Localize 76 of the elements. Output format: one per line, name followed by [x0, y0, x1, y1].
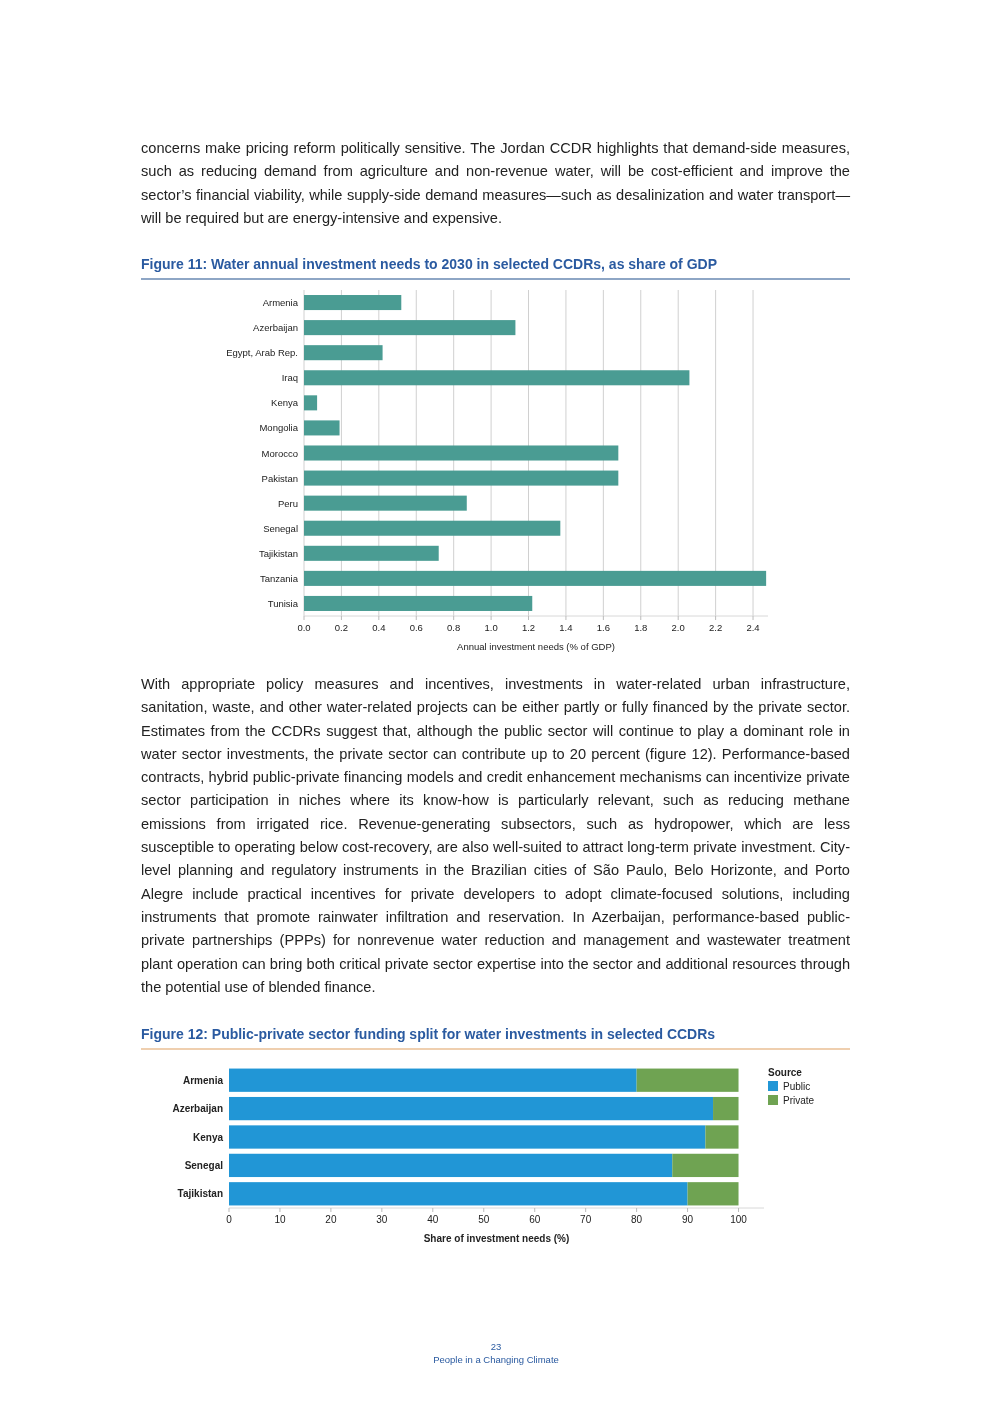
y-tick-label: Tajikistan: [177, 1188, 223, 1200]
bar: [304, 395, 318, 411]
x-tick-label: 70: [580, 1214, 592, 1225]
x-tick-label: 80: [631, 1214, 643, 1225]
y-tick-label: Tanzania: [259, 572, 299, 584]
y-tick-label: Armenia: [262, 297, 299, 309]
chart-title: Figure 11: Water annual investment needs to 2030 in selected CCDRs, as share of GDP: [141, 256, 717, 272]
y-tick-label: Mongolia: [259, 422, 299, 434]
bar: [304, 345, 383, 361]
x-tick-label: 10: [274, 1214, 286, 1225]
bar: [304, 370, 690, 386]
legend-title: Source: [768, 1067, 803, 1078]
bar: [304, 545, 439, 561]
bar: [304, 520, 561, 536]
y-tick-label: Morocco: [261, 447, 298, 459]
bar: [304, 495, 467, 511]
x-tick-label: 1.4: [559, 622, 573, 633]
y-tick-label: Senegal: [184, 1159, 224, 1171]
bar: [229, 1125, 706, 1149]
y-tick-label: Kenya: [192, 1131, 224, 1143]
y-tick-label: Azerbaijan: [172, 1103, 223, 1115]
text: People in a Changing Climate: [432, 1354, 560, 1365]
y-tick-label: Tunisia: [267, 597, 299, 609]
bar: [229, 1153, 673, 1178]
y-tick-label: Senegal: [263, 522, 298, 534]
bar: [672, 1153, 739, 1178]
bar: [713, 1096, 739, 1121]
x-tick-label: 50: [478, 1214, 490, 1225]
x-tick-label: 100: [730, 1214, 748, 1225]
x-tick-label: 0.0: [297, 622, 311, 633]
x-tick-label: 1.8: [634, 622, 648, 633]
y-tick-label: Armenia: [182, 1074, 224, 1086]
bar: [304, 320, 516, 336]
y-tick-label: Tajikistan: [258, 547, 298, 559]
x-tick-label: 1.0: [484, 622, 498, 633]
y-tick-label: Peru: [277, 497, 298, 509]
bar: [636, 1068, 739, 1092]
x-tick-label: 2.4: [746, 622, 760, 633]
y-tick-label: Azerbaijan: [253, 322, 298, 334]
bar: [229, 1096, 714, 1121]
bar: [304, 420, 340, 436]
bar: [304, 295, 402, 311]
text: concerns make pricing reform politically sensitive. The Jordan CCDR highlights that demand-side measures, such as reducing demand from agriculture and non-revenue water, will be cost-efficient and improve the sector’s financial viability, while supply-side demand measures—such as desalinization and water transport—will be required but are energy-intensive and expensive.: [141, 139, 850, 228]
bar: [304, 470, 619, 486]
x-tick-label: 30: [376, 1214, 388, 1225]
x-tick-label: 0: [226, 1214, 233, 1225]
text: 23: [489, 1341, 503, 1352]
y-tick-label: Pakistan: [261, 472, 298, 484]
x-tick-label: 90: [682, 1214, 694, 1225]
x-tick-label: 0.6: [409, 622, 423, 633]
bar: [304, 595, 533, 611]
text: With appropriate policy measures and incentives, investments in water-related urban infrastructure, sanitation, waste, and other water-related projects can be either partly or fully financed by the private sector. Estimates from the CCDRs suggest that, although the public sector will continue to play a dominant role in water sector investments, the private sector can contribute up to 20 percent (figure 12). Performance-based contracts, hybrid public-private financing models and credit enhancement mechanisms can incentivize private sector participation in niches where its know-how is particularly relevant, such as reducing methane emissions from irrigated rice. Revenue-generating subsectors, such as hydropower, which are less susceptible to operating below cost-recovery, are also well-suited to attract long-term private investment. City-level planning and regulatory instruments in the Brazilian cities of São Paulo, Belo Horizonte, and Porto Alegre include practical incentives for private developers to adopt climate-focused solutions, including instruments that promote rainwater infiltration and reservation. In Azerbaijan, performance-based public-private partnerships (PPPs) for nonrevenue water reduction and management and wastewater treatment plant operation can bring both critical private sector expertise into the sector and additional resources through the potential use of blended finance.: [141, 676, 850, 995]
x-axis-title: Share of investment needs (%): [423, 1233, 570, 1244]
x-tick-label: 0.8: [447, 622, 461, 633]
x-tick-label: 0.2: [334, 622, 349, 633]
legend-label: Public: [783, 1081, 811, 1092]
y-tick-label: Egypt, Arab Rep.: [226, 347, 298, 359]
bar: [229, 1068, 637, 1092]
x-tick-label: 2.0: [671, 622, 685, 633]
y-tick-label: Kenya: [271, 397, 299, 409]
x-tick-label: 40: [427, 1214, 439, 1225]
x-tick-label: 1.6: [596, 622, 610, 633]
legend-label: Private: [783, 1095, 815, 1106]
bar: [304, 445, 619, 461]
y-tick-label: Iraq: [281, 372, 298, 384]
bar: [304, 570, 767, 586]
x-tick-label: 0.4: [372, 622, 386, 633]
x-axis-title: Annual investment needs (% of GDP): [457, 641, 615, 652]
x-tick-label: 60: [529, 1214, 541, 1225]
x-tick-label: 1.2: [521, 622, 536, 633]
chart-title: Figure 12: Public-private sector funding split for water investments in selected CCDRs: [141, 1026, 716, 1042]
bar: [229, 1182, 688, 1206]
x-tick-label: 2.2: [709, 622, 723, 633]
bar: [705, 1125, 739, 1149]
bar: [687, 1182, 739, 1206]
x-tick-label: 20: [325, 1214, 337, 1225]
